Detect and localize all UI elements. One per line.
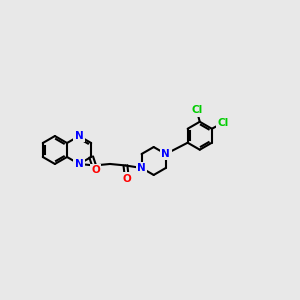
Text: N: N <box>75 131 83 141</box>
Text: Cl: Cl <box>191 106 202 116</box>
Text: Cl: Cl <box>218 118 229 128</box>
Text: N: N <box>161 149 170 159</box>
Text: O: O <box>123 174 131 184</box>
Text: N: N <box>137 163 146 173</box>
Text: O: O <box>91 165 100 176</box>
Text: N: N <box>75 159 83 169</box>
